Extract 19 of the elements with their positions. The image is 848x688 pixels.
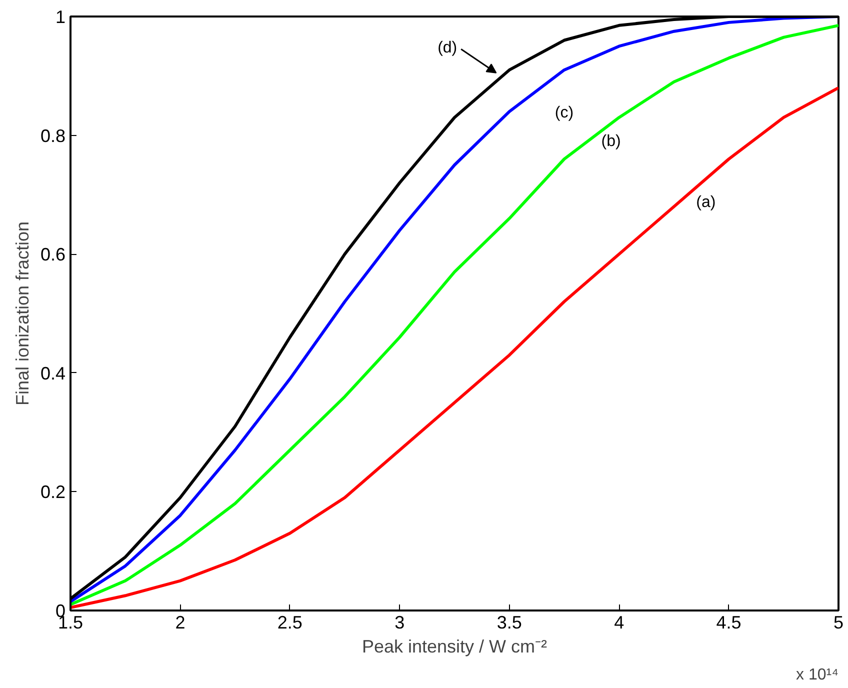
y-tick-label: 0.6 bbox=[40, 244, 66, 265]
x-axis-title: Peak intensity / W cm⁻² bbox=[362, 636, 548, 656]
series-label: (c) bbox=[554, 104, 574, 122]
text: x 10¹⁴ bbox=[796, 666, 839, 684]
y-tick-label: 1 bbox=[55, 7, 66, 27]
y-tick-label: 0.4 bbox=[40, 363, 66, 384]
x-tick-label: 5 bbox=[833, 612, 844, 632]
x-tick-label: 3.5 bbox=[496, 612, 522, 632]
text: (d) bbox=[438, 39, 458, 56]
x-tick-label: 4.5 bbox=[716, 612, 742, 632]
x-tick-label: 2 bbox=[175, 612, 186, 632]
y-tick-label: 0.8 bbox=[40, 126, 66, 146]
y-axis-title: Final ionization fraction bbox=[12, 221, 32, 406]
series-label: (b) bbox=[601, 132, 621, 150]
series-label: (a) bbox=[696, 194, 716, 212]
x-tick-label: 4 bbox=[614, 612, 624, 632]
x-tick-label: 3 bbox=[394, 612, 405, 632]
x-tick-label: 2.5 bbox=[277, 612, 302, 632]
y-tick-label: 0.2 bbox=[40, 482, 66, 502]
